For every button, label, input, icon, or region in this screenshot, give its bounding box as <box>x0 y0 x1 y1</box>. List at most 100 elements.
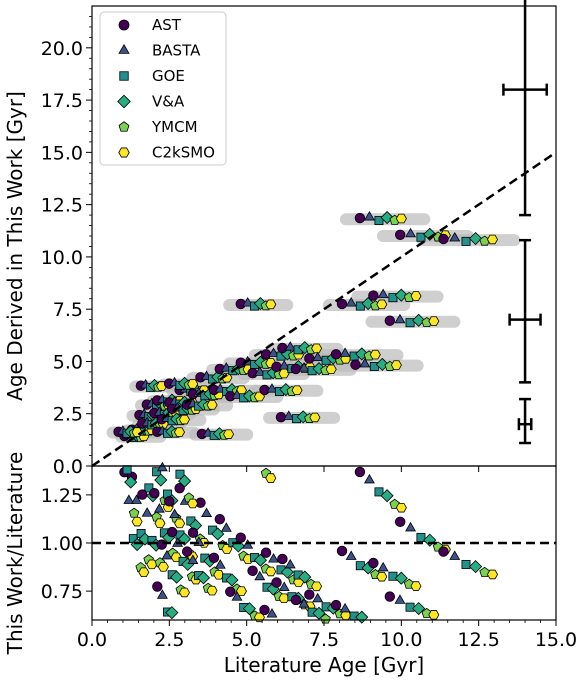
ratio-point <box>175 469 185 479</box>
ratio-panel-x-ticks: 0.0 2.5 5.0 7.5 10.0 12.5 15.0 <box>77 620 577 651</box>
ratio-point <box>225 573 239 587</box>
legend-label: GOE <box>152 67 185 85</box>
ratio-point <box>178 474 192 488</box>
ratio-point <box>156 589 168 599</box>
data-point <box>275 411 287 423</box>
ratio-point <box>122 465 132 475</box>
data-point <box>309 412 321 423</box>
ratio-point <box>187 527 199 538</box>
ratio-point <box>152 581 163 592</box>
ratio-point <box>284 558 296 569</box>
data-point <box>271 361 282 373</box>
ratio-point <box>405 521 417 532</box>
ratio-point <box>154 518 166 528</box>
ratio-point <box>449 550 461 560</box>
ratio-point <box>146 559 158 570</box>
ratio-point <box>265 473 277 483</box>
ratio-point <box>144 483 154 493</box>
ratio-point <box>128 507 140 518</box>
ratio-point <box>423 533 437 547</box>
ratio-point <box>235 532 246 543</box>
ratio-point <box>479 566 490 577</box>
ratio-point <box>376 571 388 582</box>
typical-error-bars <box>502 0 548 445</box>
ratio-point <box>214 559 226 569</box>
data-point <box>266 383 278 393</box>
legend-marker <box>119 71 129 81</box>
ratio-point <box>345 550 357 560</box>
ratio-point <box>277 553 288 565</box>
legend-label: AST <box>152 16 182 34</box>
data-point <box>423 227 437 241</box>
ratio-point <box>220 522 232 532</box>
ratio-point <box>156 461 168 472</box>
ratio-point <box>304 589 315 600</box>
ratio-point <box>206 585 218 596</box>
ratio-point <box>394 516 406 528</box>
y-tick-label: 2.5 <box>53 404 83 426</box>
ratio-point <box>138 567 150 578</box>
ratio-point <box>201 507 213 517</box>
ratio-panel-y-ticks: 0.75 1.00 1.25 <box>41 485 92 603</box>
ratio-point <box>164 496 175 507</box>
ratio-point <box>320 613 331 624</box>
ratio-point <box>428 610 440 620</box>
data-point <box>405 227 417 238</box>
data-point <box>298 362 310 372</box>
data-point <box>368 290 379 301</box>
x-tick-label: 12.5 <box>458 629 500 651</box>
ratio-point <box>405 602 415 612</box>
data-point <box>405 318 415 328</box>
data-point <box>376 299 388 310</box>
data-point <box>350 359 361 370</box>
data-point <box>377 288 389 299</box>
data-point <box>242 297 254 307</box>
x-tick-label: 5.0 <box>232 629 262 651</box>
ratio-point <box>469 560 483 574</box>
ratio-point <box>131 494 142 504</box>
legend: AST BASTA GOE V&A YMCM C2kSMO <box>99 11 227 166</box>
data-point <box>374 216 384 225</box>
ratio-point <box>225 586 236 597</box>
ratio-point <box>208 552 220 564</box>
data-point <box>345 297 357 307</box>
ratio-point <box>394 594 406 604</box>
ratio-point <box>410 581 422 591</box>
main-panel-y-ticks: 0.0 2.5 5.0 7.5 10.0 12.5 15.0 17.5 20.0 <box>41 16 92 478</box>
legend-label: YMCM <box>151 118 198 136</box>
y-tick-label: 12.5 <box>41 195 83 217</box>
data-point <box>461 236 471 246</box>
ratio-point <box>330 599 342 611</box>
data-point <box>469 231 483 246</box>
data-point <box>312 351 324 362</box>
x-axis-label: Literature Age [Gyr] <box>224 653 425 677</box>
x-tick-label: 15.0 <box>535 629 577 651</box>
ratio-point <box>412 601 426 616</box>
ratio-point <box>380 489 394 503</box>
ratio-point <box>137 489 148 500</box>
legend-marker <box>118 147 130 158</box>
data-point <box>259 384 270 396</box>
data-point <box>336 298 348 310</box>
legend-marker <box>118 43 130 54</box>
ratio-point <box>181 546 193 557</box>
data-point <box>449 231 461 242</box>
ratio-point <box>312 592 324 603</box>
y-tick-label: 20.0 <box>41 38 83 60</box>
ratio-point <box>395 502 407 513</box>
ratio-point <box>141 507 153 517</box>
ratio-point <box>242 602 256 616</box>
data-point <box>304 353 315 364</box>
data-point <box>325 364 337 375</box>
ratio-point <box>187 498 199 509</box>
x-tick-label: 10.0 <box>380 629 422 651</box>
data-point <box>416 232 426 242</box>
y-tick-label: 0.75 <box>41 581 83 603</box>
y-tick-label: 1.25 <box>41 485 83 507</box>
ratio-point <box>271 577 282 588</box>
main-panel-points <box>113 210 499 443</box>
y-tick-label: 10.0 <box>41 247 83 269</box>
legend-box <box>99 11 227 166</box>
data-point <box>291 385 303 396</box>
